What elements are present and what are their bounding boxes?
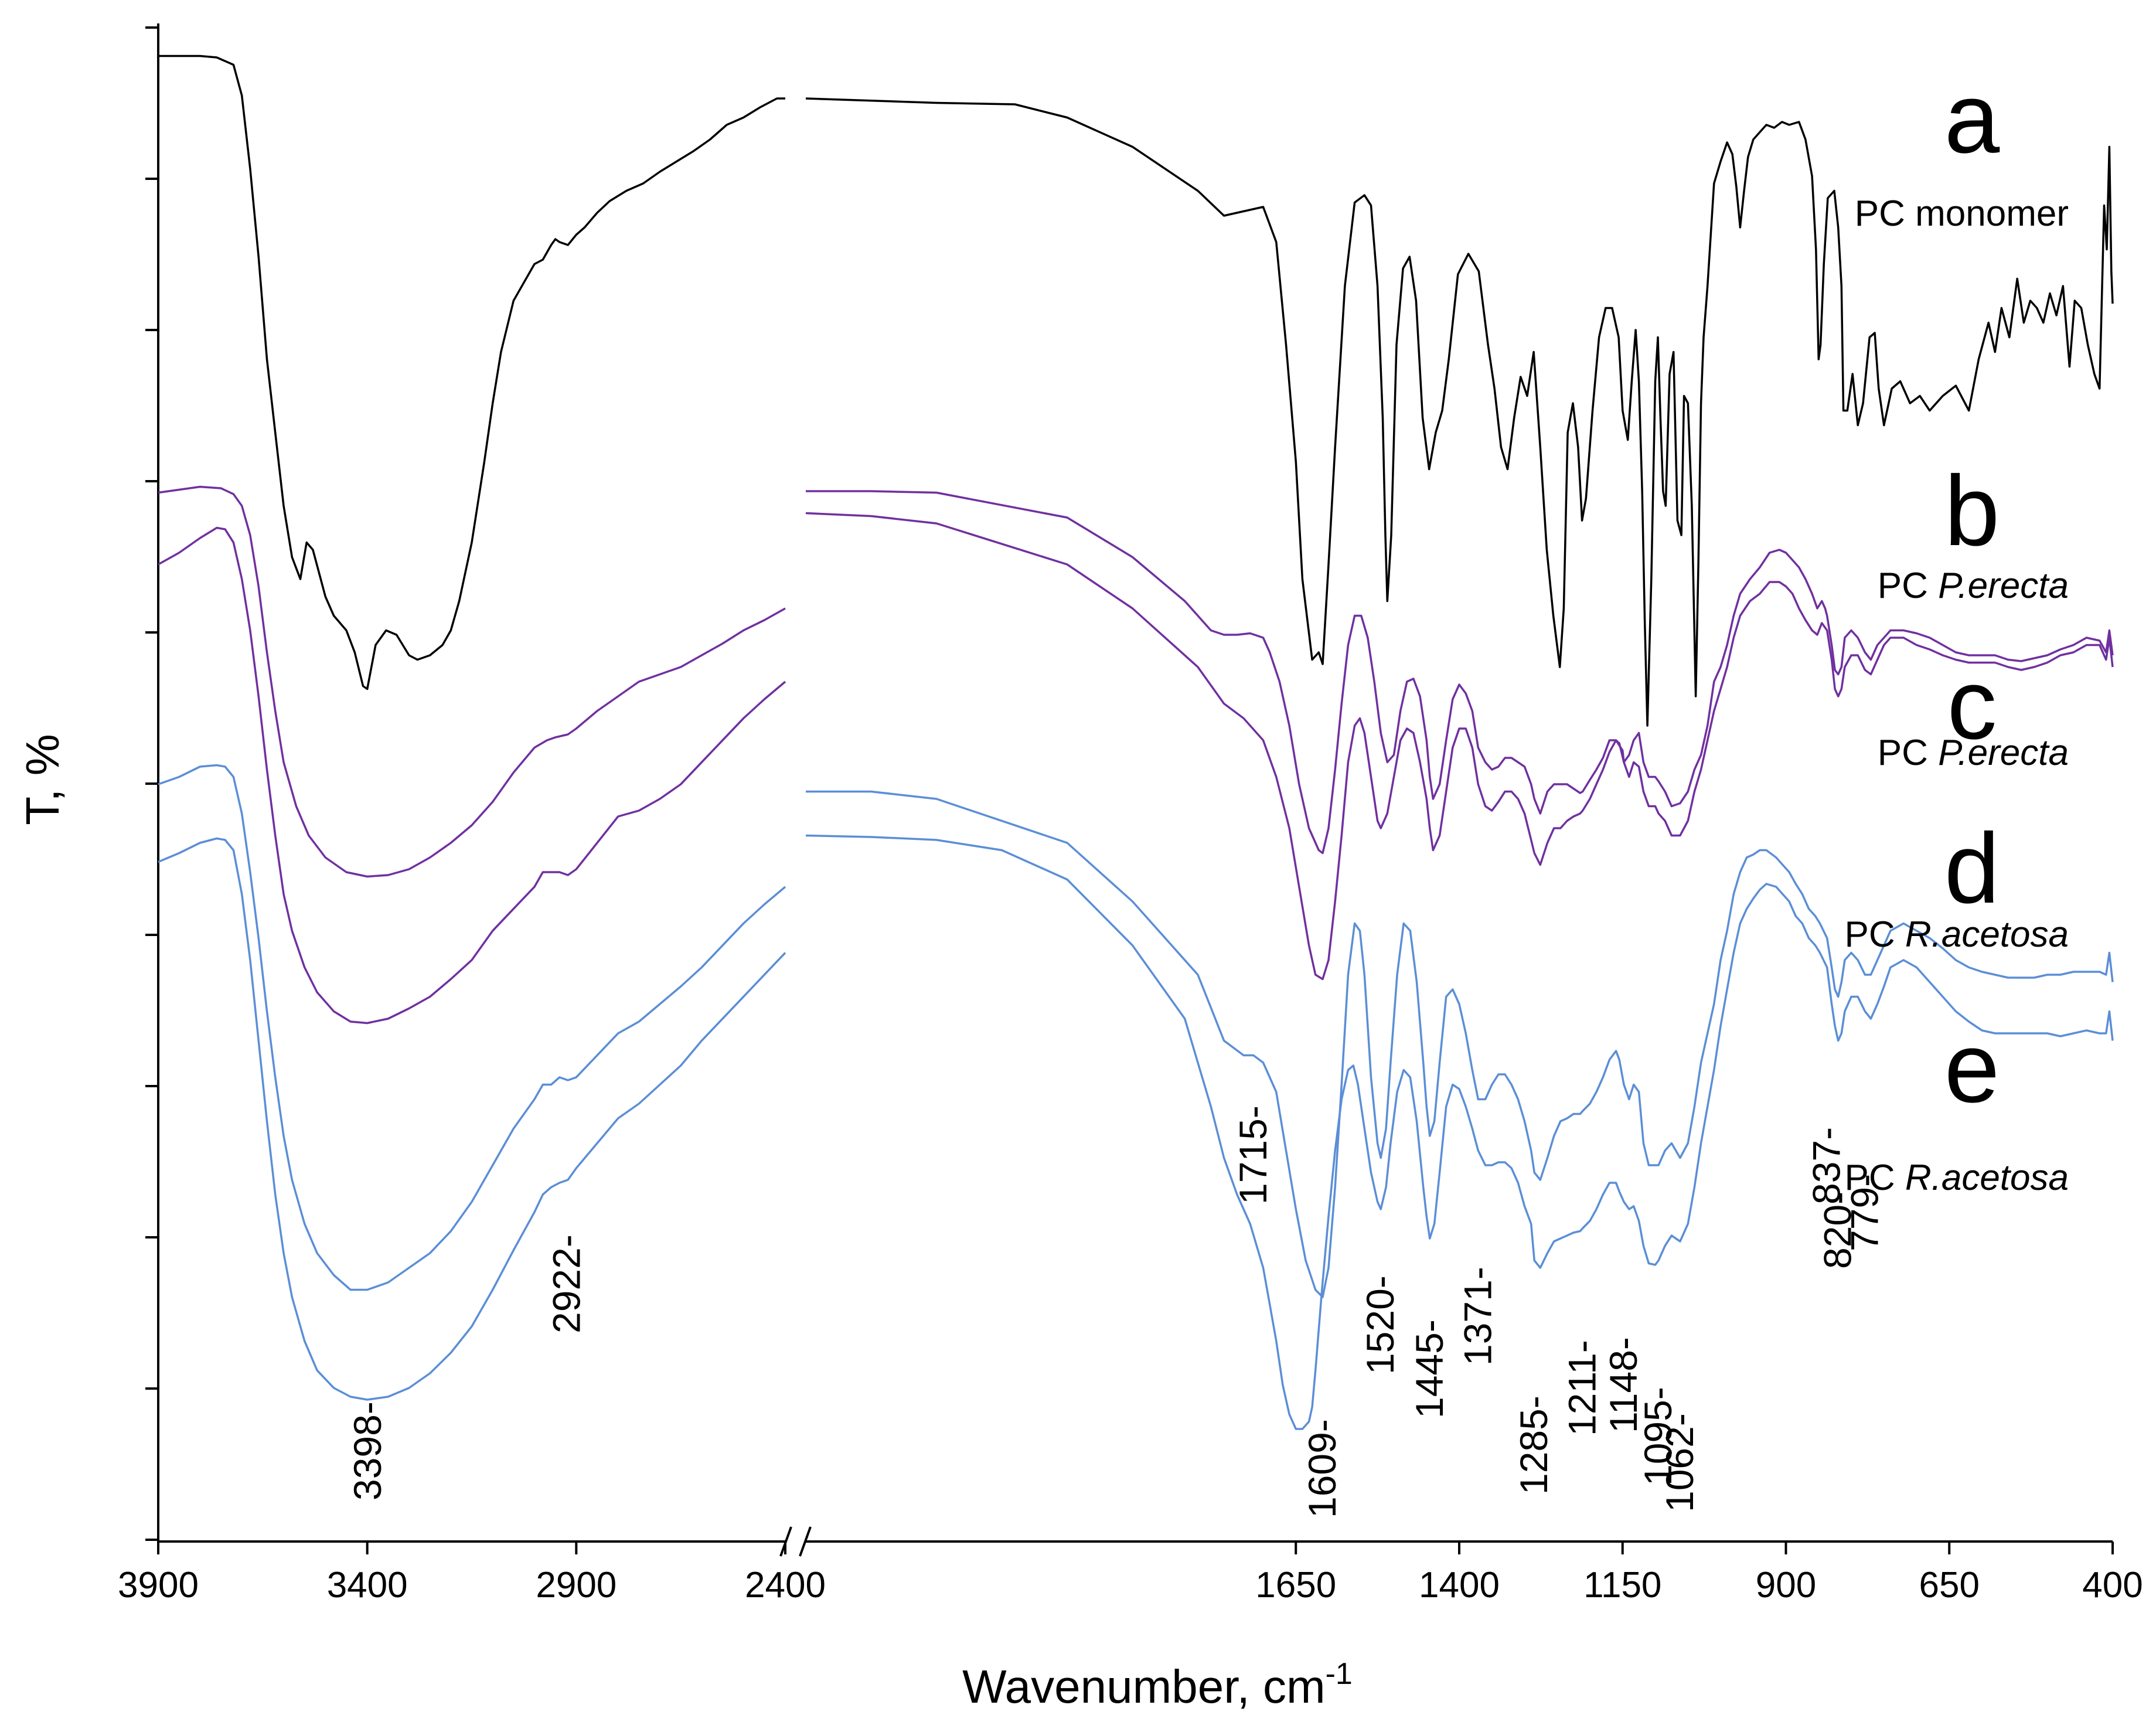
series-a-letter: a <box>1944 63 2000 174</box>
peak-label: 1609- <box>1300 1419 1344 1518</box>
peak-label: 779- <box>1842 1174 1886 1251</box>
series-a-name: PC monomer <box>1855 193 2069 234</box>
series-d-line-left <box>158 764 786 1291</box>
x-tick-label: 1150 <box>1583 1565 1661 1605</box>
peak-label: 1095- <box>1636 1387 1680 1486</box>
series-e-line-left <box>158 837 786 1401</box>
peak-label: 1371- <box>1456 1267 1499 1366</box>
peak-label: 837- <box>1805 1127 1848 1204</box>
peak-label: 1520- <box>1358 1275 1402 1374</box>
peak-label: 1715- <box>1231 1105 1275 1204</box>
series-b-name: PC P.erecta <box>1878 566 2069 606</box>
x-tick-label: 1400 <box>1419 1565 1500 1605</box>
series-e-letter: e <box>1944 1012 2000 1124</box>
series-c-line-right <box>805 512 2114 981</box>
x-tick-label: 650 <box>1919 1565 1980 1605</box>
peak-label: 1211- <box>1561 1340 1604 1436</box>
series-d-letter: d <box>1944 813 2000 924</box>
x-tick-label: 2400 <box>745 1565 826 1605</box>
series-b-letter: b <box>1944 455 2000 567</box>
axes: 3900 3400 2900 2400 1650 1400 1150 900 650 400 Wav… <box>16 23 2143 1713</box>
x-tick-label: 2900 <box>536 1565 617 1605</box>
series-d: dPC R.acetosa <box>158 764 2114 1298</box>
series-c-name: PC P.erecta <box>1878 733 2069 773</box>
series-c-line-left <box>158 526 786 1025</box>
x-tick-label: 3400 <box>327 1565 408 1605</box>
series-e-line-right <box>805 834 2114 1430</box>
x-tick-label: 900 <box>1756 1565 1816 1605</box>
series-d-name: PC R.acetosa <box>1844 914 2069 955</box>
x-tick-label: 1650 <box>1255 1565 1336 1605</box>
peak-label: 1062- <box>1658 1413 1701 1512</box>
series-b-line-left <box>158 485 786 878</box>
peak-label: 2922- <box>545 1234 588 1333</box>
series-d-line-right <box>806 790 2114 1298</box>
x-axis-title: Wavenumber, cm-1 <box>962 1657 1353 1713</box>
y-axis-title: T, % <box>16 734 69 825</box>
peak-label: 820- <box>1816 1192 1859 1269</box>
series-a: a PC monomer <box>158 55 2114 727</box>
series-e: e PC R.acetosa <box>158 834 2114 1430</box>
peak-label: 1285- <box>1512 1396 1555 1495</box>
series-c: cPC P.erecta <box>158 512 2114 1025</box>
series-c-letter: c <box>1947 649 1997 760</box>
series-e-name: PC R.acetosa <box>1844 1158 2069 1198</box>
peak-label: 1148- <box>1602 1337 1645 1433</box>
peak-label: 1445- <box>1408 1319 1451 1418</box>
label-layer: 3398- 2922- 1715- 1609- 1520- 1445-1371- 1285-… <box>346 1105 1886 1518</box>
series-a-line-left <box>158 55 785 690</box>
x-tick-label: 400 <box>2082 1565 2143 1605</box>
series-b: bPC P.erecta <box>158 455 2114 878</box>
series-b-line-right <box>806 490 2114 855</box>
series-a-line-right <box>805 97 2114 727</box>
peak-label: 3398- <box>346 1401 389 1500</box>
x-tick-label: 3900 <box>118 1565 199 1605</box>
